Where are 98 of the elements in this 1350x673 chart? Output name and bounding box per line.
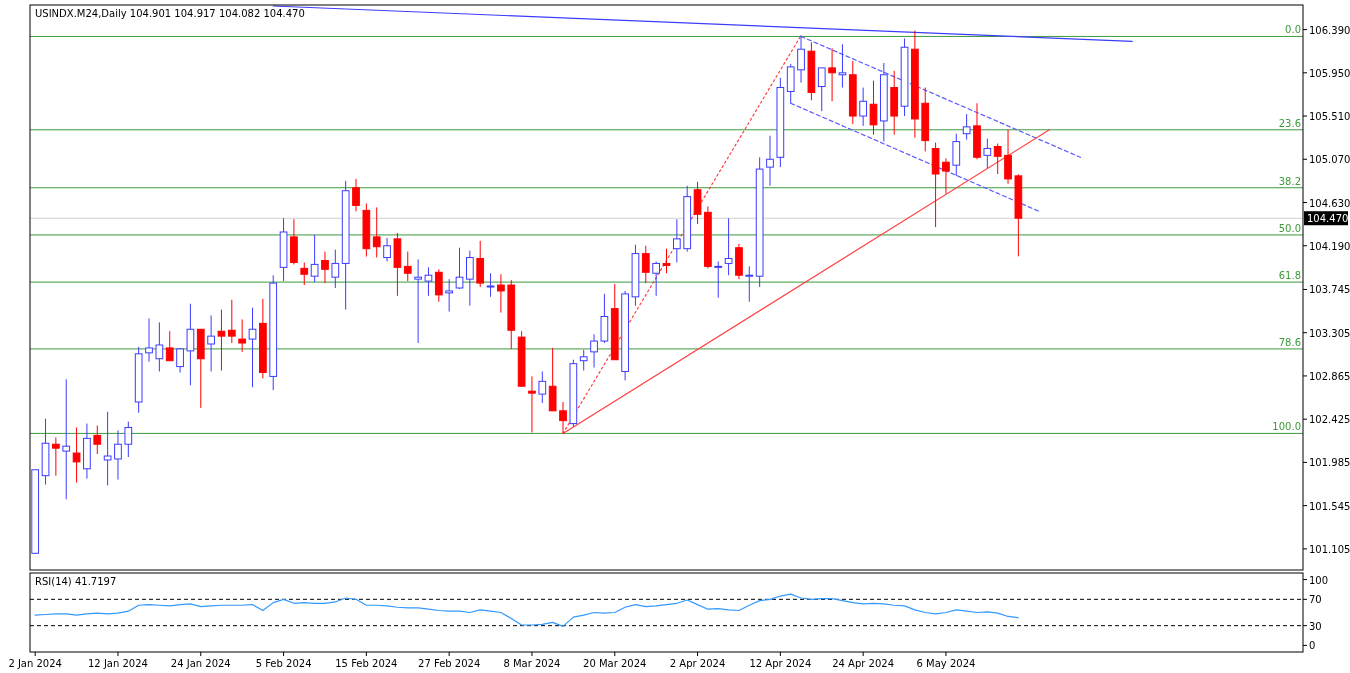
x-tick-label: 15 Feb 2024 [335, 658, 398, 669]
candlestick [176, 347, 184, 373]
candlestick [766, 135, 774, 187]
x-tick-label: 20 Mar 2024 [583, 658, 647, 669]
candlestick [869, 80, 878, 136]
candlestick [93, 425, 102, 455]
candlestick [942, 157, 950, 195]
x-tick-label: 6 May 2024 [916, 658, 976, 669]
x-tick-label: 12 Apr 2024 [749, 658, 812, 669]
y-tick-label: 105.950 [1309, 67, 1350, 79]
candlestick [797, 34, 805, 84]
candlestick [124, 421, 133, 458]
annotation: 50.0 [1278, 222, 1301, 234]
candlestick [217, 309, 226, 372]
annotation: 38.2 [1278, 175, 1301, 187]
x-tick-label: 12 Jan 2024 [87, 658, 148, 669]
line-series [34, 593, 1019, 627]
ref-line-label: 104.470 [1307, 213, 1349, 225]
annotation: 23.6 [1278, 117, 1301, 129]
candlestick [145, 317, 153, 363]
y-tick-label: 103.305 [1309, 327, 1350, 339]
x-tick-label: 8 Mar 2024 [503, 658, 561, 669]
candlestick [714, 260, 723, 299]
candlestick [579, 349, 588, 372]
y-tick-label: 105.510 [1309, 111, 1350, 123]
y-tick-label: 101.545 [1309, 500, 1350, 512]
y-tick-label: 101.985 [1309, 457, 1350, 469]
candlestick [331, 249, 340, 289]
candlestick [590, 333, 598, 369]
annotation: 100.0 [1272, 421, 1301, 433]
y-tick-label: 30 [1309, 620, 1322, 632]
x-tick-label: 24 Jan 2024 [170, 658, 231, 669]
candlestick [310, 234, 319, 283]
candlestick [538, 371, 547, 404]
candlestick [559, 401, 567, 434]
candlestick [859, 87, 868, 127]
y-tick-label: 70 [1309, 594, 1322, 606]
candlestick [114, 429, 122, 481]
candlestick [838, 43, 847, 89]
candlestick [641, 245, 650, 284]
candlestick [383, 237, 391, 262]
candlestick [445, 278, 454, 313]
candlestick [321, 251, 329, 284]
y-tick-label: 105.070 [1309, 154, 1350, 166]
candlestick [155, 321, 164, 373]
x-tick-label: 2 Apr 2024 [669, 658, 726, 669]
candlestick [62, 378, 71, 500]
candlestick [207, 315, 215, 373]
y-tick-label: 100 [1309, 574, 1329, 586]
candlestick [465, 250, 474, 307]
candlestick [103, 411, 112, 486]
chart-title: RSI(14) 41.7197 [35, 576, 117, 587]
candlestick [528, 375, 536, 433]
y-tick-label: 103.745 [1309, 284, 1350, 296]
candlestick [434, 268, 443, 303]
candlestick [414, 259, 422, 344]
y-tick-label: 104.630 [1309, 197, 1350, 209]
candlestick [403, 251, 412, 282]
y-tick-label: 106.390 [1309, 24, 1350, 36]
candlestick [52, 436, 60, 477]
candlestick [1004, 129, 1012, 185]
candlestick [817, 67, 826, 112]
candlestick [300, 261, 309, 286]
candlestick [962, 113, 971, 141]
x-tick-label: 2 Jan 2024 [8, 658, 62, 669]
annotation: 0.0 [1285, 24, 1301, 36]
y-tick-label: 0 [1309, 640, 1316, 652]
candlestick [72, 427, 81, 484]
candlestick [652, 260, 661, 297]
x-tick-label: 27 Feb 2024 [418, 658, 481, 669]
candlestick [486, 272, 495, 298]
candlestick [993, 143, 1002, 175]
candlestick [662, 248, 671, 274]
candlestick [352, 178, 360, 212]
x-tick-label: 24 Apr 2024 [832, 658, 895, 669]
candlestick [186, 303, 195, 386]
candlestick [672, 218, 681, 263]
candlestick [497, 273, 505, 314]
annotation: 61.8 [1278, 270, 1301, 282]
candlestick [227, 299, 236, 344]
chart-title: USINDX.M24,Daily 104.901 104.917 104.082 104.470 [35, 8, 305, 19]
candlestick [372, 206, 381, 259]
x-tick-label: 5 Feb 2024 [255, 658, 312, 669]
y-tick-label: 104.190 [1309, 240, 1350, 252]
candlestick [165, 330, 174, 362]
candlestick [455, 247, 464, 290]
y-tick-label: 101.105 [1309, 543, 1350, 555]
y-tick-label: 102.425 [1309, 414, 1350, 426]
candlestick [424, 266, 433, 297]
annotation: 78.6 [1278, 336, 1301, 348]
candlestick [238, 318, 247, 353]
candlestick [745, 265, 754, 303]
candlestick [983, 138, 992, 169]
candlestick [952, 133, 961, 177]
candlestick [724, 217, 733, 276]
y-tick-label: 102.865 [1309, 370, 1350, 382]
candlestick [828, 47, 836, 102]
candlestick [248, 307, 257, 388]
